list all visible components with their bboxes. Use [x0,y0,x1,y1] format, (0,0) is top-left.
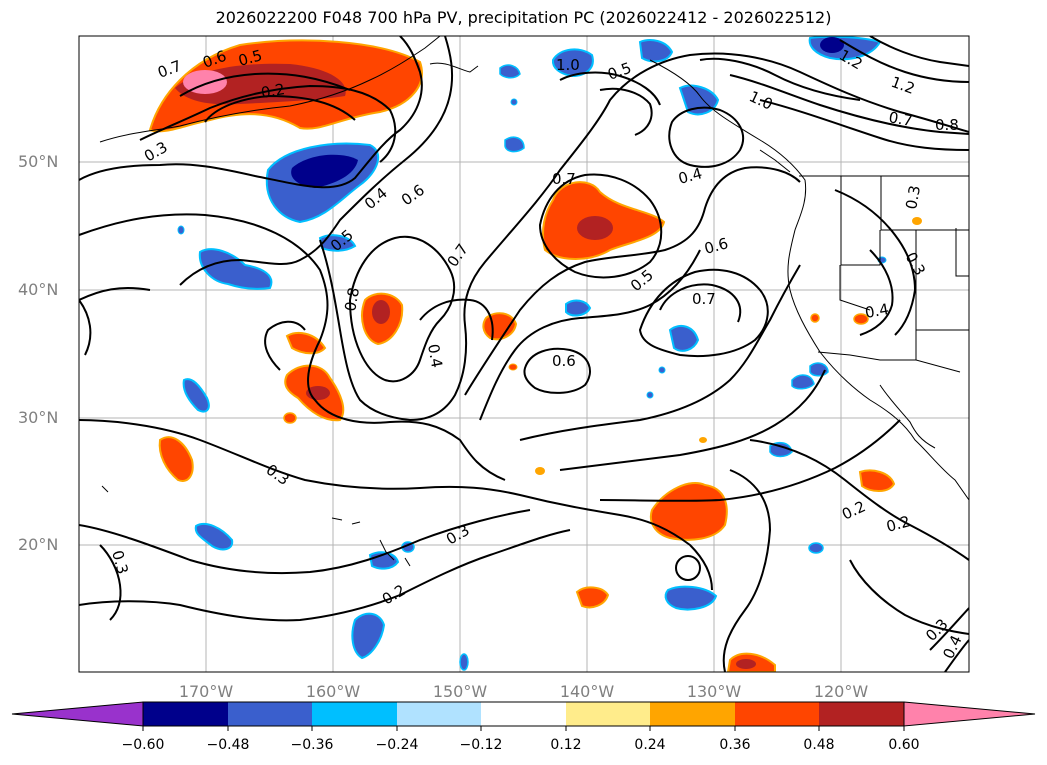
colorbar-segment [650,702,735,726]
colorbar-tick-label: 0.48 [803,737,835,753]
colorbar-tick-label: −0.12 [459,737,503,753]
contour-label: 0.2 [884,512,912,536]
contour-label: 0.3 [108,548,132,576]
colorbar-tick-label: 0.24 [634,737,666,753]
precip-positive-regions [148,39,922,672]
contour-label: 0.4 [864,300,891,322]
colorbar-tick-label: −0.36 [290,737,334,753]
colorbar-tick-label: 0.12 [550,737,582,753]
lat-label-40n: 40°N [18,280,59,299]
contour-label: 0.2 [260,80,287,102]
contour-label: 0.4 [424,343,446,370]
colorbar-tick-label: 0.36 [719,737,751,753]
lon-label-170w: 170°W [178,682,234,701]
contour-label: 0.4 [676,164,704,188]
colorbar-tick-label: −0.60 [121,737,165,753]
contour-label: 0.7 [552,170,576,188]
lat-label-20n: 20°N [18,535,59,554]
pv-contours [79,36,969,672]
lon-label-150w: 150°W [432,682,488,701]
colorbar-tick-label: 0.60 [888,737,920,753]
contour-label: 0.5 [236,46,264,70]
map-frame [78,35,970,673]
contour-label: 1.0 [556,56,580,74]
contour-label: 0.6 [552,352,576,370]
colorbar-tick-label: −0.24 [375,737,419,753]
contour-label: 0.8 [935,116,959,134]
map-title: 2026022200 F048 700 hPa PV, precipitatio… [215,8,832,27]
precip-negative-regions [177,36,887,671]
colorbar-segment [143,702,228,726]
colorbar-segment [228,702,312,726]
colorbar [11,701,1036,731]
colorbar-tick-label: −0.48 [206,737,250,753]
lon-label-160w: 160°W [305,682,361,701]
lat-label-30n: 30°N [18,408,59,427]
lon-label-140w: 140°W [559,682,615,701]
colorbar-segment [312,702,397,726]
contour-label: 0.3 [902,184,924,211]
coastlines [99,36,969,567]
map-background [79,36,969,672]
lon-label-130w: 130°W [686,682,742,701]
contour-label: 0.6 [702,234,730,258]
colorbar-segment [819,702,904,726]
contour-label: 0.7 [887,108,914,130]
colorbar-segment [481,702,566,726]
colorbar-extend-right [903,701,1036,727]
contour-label: 0.8 [341,286,363,313]
contour-label: 0.7 [692,290,716,308]
lon-label-120w: 120°W [813,682,869,701]
lat-label-50n: 50°N [18,152,59,171]
colorbar-segment [397,702,481,726]
colorbar-segment [735,702,819,726]
colorbar-segment [566,702,650,726]
colorbar-extend-left [11,701,144,727]
